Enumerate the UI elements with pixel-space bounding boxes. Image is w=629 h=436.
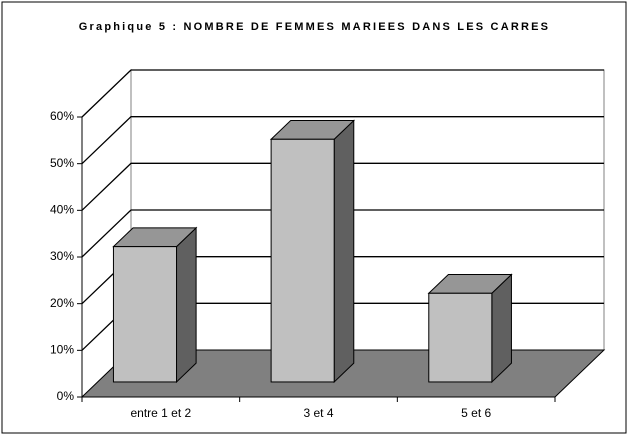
y-tick-label: 20% — [50, 296, 74, 310]
bar-side — [333, 119, 355, 384]
bar-front — [428, 292, 493, 383]
grid-line — [81, 116, 604, 165]
y-tick-label: 10% — [50, 343, 74, 357]
x-tick-label: 3 et 4 — [303, 406, 333, 420]
y-tick-label: 50% — [50, 156, 74, 170]
y-tick-label: 30% — [50, 249, 74, 263]
x-tick-label: 5 et 6 — [461, 406, 491, 420]
y-tick-label: 60% — [50, 109, 74, 123]
grid-line — [81, 162, 604, 211]
chart-title: Graphique 5 : NOMBRE DE FEMMES MARIEES D… — [78, 21, 551, 33]
bar — [112, 226, 198, 384]
x-tick-label: entre 1 et 2 — [130, 406, 191, 420]
bar — [427, 273, 513, 384]
bar-front — [270, 138, 335, 383]
grid-line — [81, 209, 604, 258]
bar-front — [112, 246, 178, 383]
y-tick-label: 0% — [57, 389, 75, 403]
y-tick-label: 40% — [50, 203, 74, 217]
grid-line — [81, 69, 604, 118]
bar — [269, 119, 356, 384]
bar-side — [176, 226, 197, 384]
